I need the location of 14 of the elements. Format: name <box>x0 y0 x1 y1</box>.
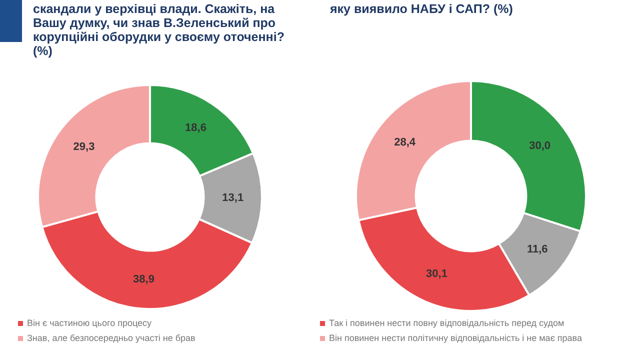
data-label: 29,3 <box>73 140 95 153</box>
data-label: 28,4 <box>394 136 416 149</box>
legend-label: Він є частиною цього процесу <box>27 318 152 328</box>
legend-label: Знав, але безпосередньо участі не брав <box>27 333 196 343</box>
legend-label: Він повинен нести політичну відповідальність і не має права <box>329 333 582 343</box>
data-label: 30,1 <box>426 268 448 280</box>
data-label: 18,6 <box>185 122 206 134</box>
chart-title: яку виявило НАБУ і САП? (%) <box>330 2 514 16</box>
legend-label: Так і повинен нести повну відповідальність перед судом <box>329 318 564 328</box>
chart-title: скандали у верхівці влади. Скажіть, на Вашу думку, чи знав В.Зеленський про корупційні оборудки у своєму оточенні? (%) <box>33 2 286 58</box>
data-label: 30,0 <box>529 140 551 152</box>
data-label: 13,1 <box>222 192 244 204</box>
data-label: 11,6 <box>526 243 548 256</box>
data-label: 38,9 <box>133 274 154 286</box>
